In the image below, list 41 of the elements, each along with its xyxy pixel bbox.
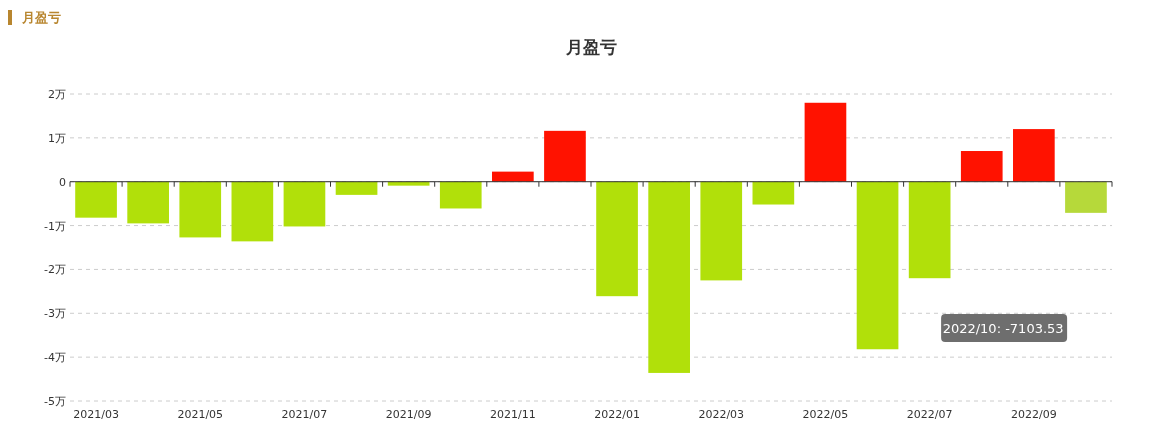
- bar: [283, 181, 326, 227]
- x-tick-label: 2021/11: [490, 408, 536, 421]
- bar: [75, 181, 117, 218]
- x-tick-label: 2021/09: [385, 408, 432, 421]
- x-tick-label: 2022/01: [594, 408, 640, 421]
- bar: [127, 181, 169, 224]
- bar: [544, 130, 586, 182]
- x-tick-label: 2021/05: [177, 408, 224, 421]
- y-tick-label: 2万: [48, 88, 66, 101]
- bar: [1013, 129, 1055, 182]
- chart-title: 月盈亏: [564, 37, 617, 57]
- bar: [752, 181, 795, 205]
- x-tick-label: 2022/07: [906, 408, 953, 421]
- bar: [648, 181, 690, 373]
- bar: [335, 181, 378, 195]
- bar: [596, 181, 638, 297]
- bar: [439, 181, 482, 209]
- annotation: 2022/10: -7103.53: [942, 321, 1064, 336]
- x-tick-label: 2022/03: [698, 408, 745, 421]
- text: 月盈亏: [21, 10, 61, 25]
- bar: [908, 181, 951, 279]
- bar: [1065, 181, 1107, 213]
- x-tick-label: 2022/09: [1011, 408, 1057, 421]
- bar: [804, 102, 847, 182]
- y-tick-label: -5万: [44, 395, 66, 408]
- y-tick-label: 0: [59, 175, 66, 189]
- bar: [179, 181, 222, 238]
- bar: [231, 181, 274, 242]
- x-tick-label: 2022/05: [802, 408, 849, 421]
- y-tick-label: -4万: [44, 351, 66, 365]
- x-tick-label: 2021/07: [281, 408, 328, 421]
- bar: [492, 171, 534, 182]
- y-tick-label: -3万: [44, 307, 66, 321]
- bar: [960, 151, 1003, 182]
- y-tick-label: -1万: [44, 219, 66, 233]
- y-tick-label: 1万: [48, 131, 66, 145]
- bar: [387, 181, 430, 186]
- x-tick-label: 2021/03: [73, 408, 119, 421]
- y-tick-label: -2万: [44, 263, 66, 277]
- bar: [856, 181, 899, 350]
- bar: [700, 181, 743, 281]
